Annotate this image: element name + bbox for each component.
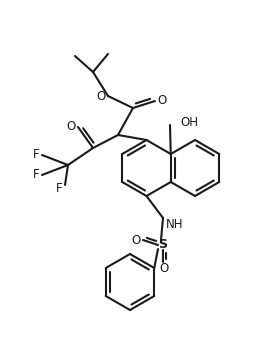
Text: O: O: [131, 234, 141, 246]
Text: O: O: [157, 95, 167, 107]
Text: F: F: [56, 182, 62, 196]
Text: S: S: [158, 239, 168, 252]
Text: F: F: [33, 148, 39, 161]
Text: OH: OH: [180, 116, 198, 128]
Text: O: O: [159, 262, 169, 276]
Text: F: F: [33, 168, 39, 181]
Text: O: O: [96, 89, 106, 102]
Text: NH: NH: [166, 218, 184, 231]
Text: O: O: [66, 120, 76, 134]
